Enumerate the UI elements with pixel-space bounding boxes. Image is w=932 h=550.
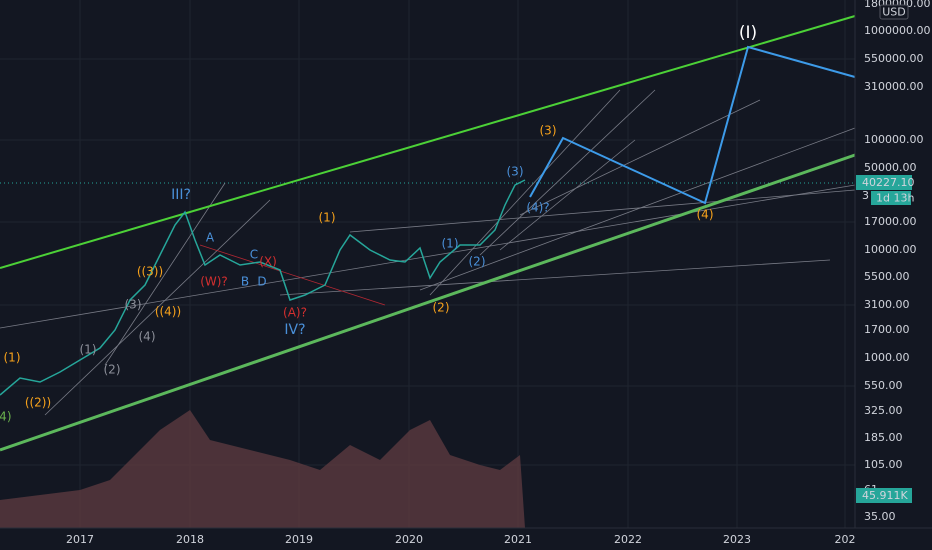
wave-label: (4)? [526,201,549,215]
volume-value: 45.911K [862,489,908,502]
price-label: 35.00 [864,510,896,523]
price-labels: 1800000.001000000.00550000.00310000.0010… [864,0,930,523]
countdown-badge [871,191,911,205]
price-axis [855,0,932,528]
time-label: 2021 [504,533,532,546]
time-label: 2019 [285,533,313,546]
price-label: 100000.00 [864,133,924,146]
price-label: 310000.00 [864,80,924,93]
countdown: 1d 13h [876,192,914,205]
wave-label: (1) [442,237,459,251]
price-label: 550000.00 [864,52,924,65]
price-label: 1700.00 [864,323,910,336]
currency: USD [882,6,906,19]
wave-label: (1) [4,351,21,365]
price-label: 1000.00 [864,351,910,364]
lower-channel [0,153,856,452]
wave-label: (W)? [200,275,228,289]
last-price: 40227.10 [862,176,915,189]
price-label: 50000.00 [864,161,917,174]
time-labels: 2017 2018 2019 2020 2021 2022 2023 202 [66,533,856,546]
wave-label: A [206,231,215,245]
last-price-badge [856,175,912,190]
wave-label: (4) [697,208,714,222]
wave-label: (3) [125,298,142,312]
wave-label: (4) [139,330,156,344]
volume-badge [856,488,912,503]
wave-label: ((4)) [155,305,181,319]
price-label: 5500.00 [864,270,910,283]
wave-label: C [250,248,258,262]
wave-labels: (1) ((2)) (4) (1) (2) (3) (4) ((3)) ((4)) III? A BC… [0,23,757,424]
wave-label: (1) [80,343,97,357]
wave-label: (2) [469,255,486,269]
price-label: 17000.00 [864,215,917,228]
time-label: 2018 [176,533,204,546]
price-label: 3100.00 [864,298,910,311]
upper-channel [0,15,856,269]
price-label: 185.00 [864,431,903,444]
wave-label: (3) [540,124,557,138]
time-label: 2020 [395,533,423,546]
wave-label: (4) [0,410,12,424]
price-label: 105.00 [864,458,903,471]
wave-label: (2) [433,301,450,315]
price-label: 550.00 [864,379,903,392]
wave-label: (X) [259,255,277,269]
price-label: 1000000.00 [864,24,930,37]
time-label: 2017 [66,533,94,546]
wave-label: IV? [284,322,305,338]
wave-label: B [241,275,249,289]
wave-label: D [257,275,266,289]
price-label: 325.00 [864,404,903,417]
countdown-index: 3 [862,189,869,202]
currency-badge [879,4,909,20]
price-label: 10000.00 [864,243,917,256]
time-label: 202 [835,533,856,546]
wave-label: (1) [319,211,336,225]
price-history [0,179,526,396]
trend-lines [0,89,856,416]
wave-label: (2) [104,363,121,377]
time-label: 2023 [723,533,751,546]
wave-label: ((3)) [137,265,163,279]
wave-label: (3) [507,165,524,179]
wave-label: (A)? [283,306,307,320]
wave-label: ((2)) [25,396,51,410]
projection-path [529,45,856,205]
wave-label: (I) [739,23,757,43]
wave-label: III? [171,187,191,203]
time-label: 2022 [614,533,642,546]
red-channel [199,244,386,306]
volume [0,410,525,528]
